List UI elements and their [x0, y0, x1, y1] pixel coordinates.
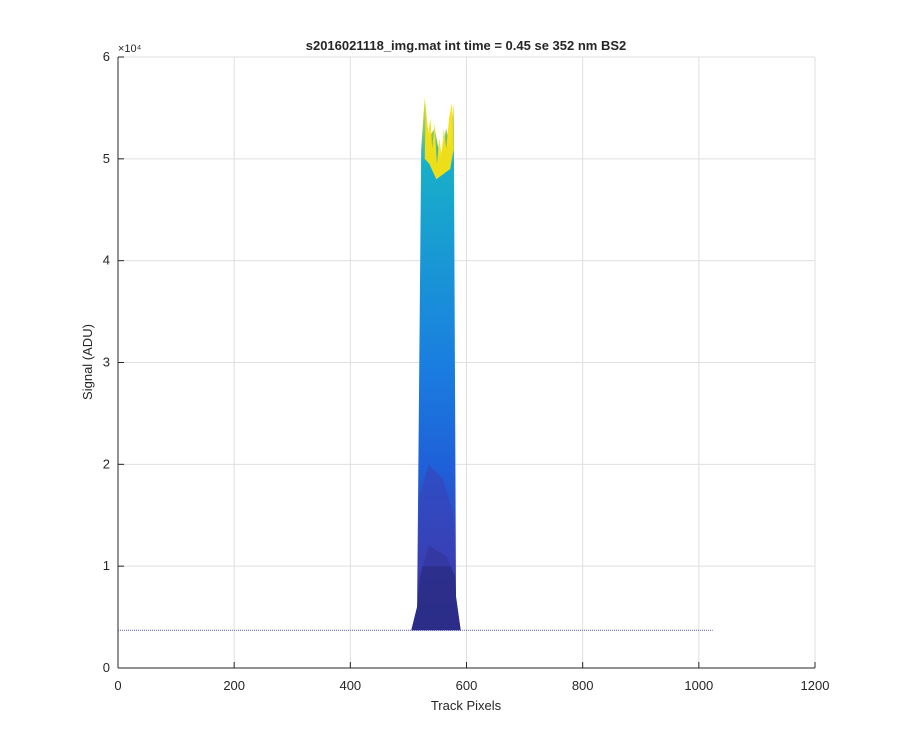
- axes: 0 200 400 600 800 1000 1200 0 1 2 3 4 5 6: [103, 49, 830, 693]
- x-tick-label: 200: [223, 678, 245, 693]
- peak-crest: [424, 102, 454, 180]
- y-tick-label: 3: [103, 355, 110, 370]
- y-tick-label: 1: [103, 558, 110, 573]
- x-tick-label: 1200: [801, 678, 830, 693]
- y-tick-label: 4: [103, 253, 110, 268]
- grid: [118, 56, 816, 668]
- x-tick-label: 0: [114, 678, 121, 693]
- x-tick-label: 600: [456, 678, 478, 693]
- y-exponent-label: ×10⁴: [118, 43, 142, 55]
- y-tick-label: 0: [103, 660, 110, 675]
- x-tick-label: 800: [572, 678, 594, 693]
- peak-mid-band: [418, 464, 454, 567]
- y-axis-label: Signal (ADU): [80, 324, 95, 400]
- x-axis-label: Track Pixels: [431, 698, 502, 713]
- peak-base: [411, 545, 461, 631]
- plot-area: [118, 97, 713, 631]
- chart-title: s2016021118_img.mat int time = 0.45 se 3…: [306, 38, 627, 53]
- y-tick-label: 2: [103, 456, 110, 471]
- y-tick-label: 6: [103, 49, 110, 64]
- y-tick-label: 5: [103, 151, 110, 166]
- x-tick-label: 1000: [684, 678, 713, 693]
- x-tick-label: 400: [339, 678, 361, 693]
